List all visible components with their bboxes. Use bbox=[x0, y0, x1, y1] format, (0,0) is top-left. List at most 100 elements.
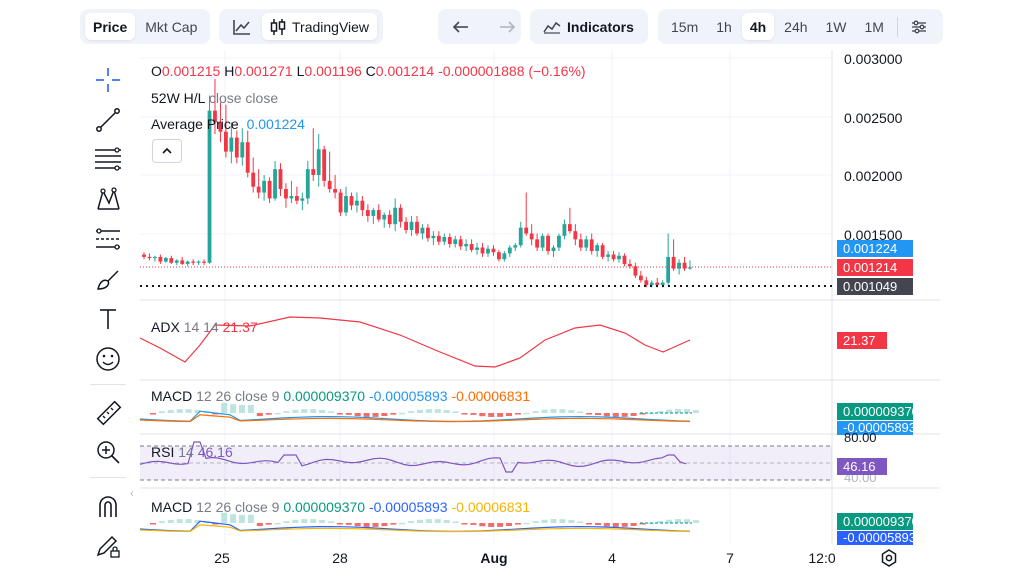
macd-histogram-bar bbox=[425, 409, 432, 413]
macd-histogram-bar-2 bbox=[185, 519, 192, 523]
candle-body bbox=[355, 200, 359, 206]
macd-histogram-bar-2 bbox=[399, 522, 406, 525]
macd-histogram-bar-2 bbox=[328, 521, 334, 523]
timeframe-1h[interactable]: 1h bbox=[716, 18, 732, 35]
macd2-params: 12 26 close 9 bbox=[196, 499, 280, 515]
time-axis-label: 12:0 bbox=[808, 550, 836, 566]
magnet-icon bbox=[99, 496, 117, 517]
macd-histogram-bar-2 bbox=[506, 523, 512, 527]
candle-body bbox=[289, 196, 294, 199]
candle-body bbox=[316, 149, 321, 175]
candle-body bbox=[153, 256, 157, 259]
timeframe-15m[interactable]: 15m bbox=[671, 18, 699, 35]
candle-body bbox=[311, 169, 316, 175]
macd-histogram-bar-2 bbox=[532, 521, 539, 523]
macd-histogram-bar-2 bbox=[657, 521, 664, 523]
macd2-macd-tag: -0.00005893 bbox=[837, 531, 913, 545]
macd-histogram-bar-2 bbox=[301, 519, 308, 523]
settings-gear-button[interactable] bbox=[880, 549, 898, 572]
timeframe-1m[interactable]: 1M bbox=[864, 18, 884, 35]
macd-histogram-bar bbox=[372, 413, 379, 417]
macd-histogram-bar bbox=[461, 413, 468, 415]
indicators-button[interactable]: Indicators bbox=[535, 13, 642, 40]
redo-button[interactable] bbox=[489, 13, 525, 40]
time-axis-label: 7 bbox=[726, 550, 734, 566]
text-tool[interactable] bbox=[92, 303, 124, 335]
toolbar-divider bbox=[90, 477, 126, 478]
candle-body bbox=[218, 122, 223, 132]
candle-body bbox=[655, 282, 660, 285]
crosshair-tool[interactable] bbox=[92, 64, 124, 96]
macd-histogram-bar-2 bbox=[595, 523, 601, 525]
line-chart-button[interactable] bbox=[224, 13, 260, 40]
trendline-icon bbox=[96, 108, 120, 132]
candle-body bbox=[666, 256, 671, 283]
candle-body bbox=[202, 261, 206, 263]
candle-body bbox=[382, 214, 387, 220]
pattern-tool[interactable] bbox=[92, 183, 124, 215]
timeframe-1w[interactable]: 1W bbox=[825, 18, 847, 35]
macd-histogram-bar-2 bbox=[372, 523, 379, 527]
macd-histogram-bar-2 bbox=[167, 519, 174, 523]
macd-histogram-bar-2 bbox=[452, 521, 459, 523]
timeframe-4h[interactable]: 4h bbox=[741, 13, 775, 40]
lock-drawings-tool[interactable] bbox=[92, 531, 124, 563]
candle-body bbox=[600, 245, 605, 257]
macd-histogram-bar bbox=[283, 411, 290, 413]
macd-histogram-bar-2 bbox=[345, 523, 352, 525]
macd-histogram-bar-2 bbox=[479, 523, 486, 527]
candle-body bbox=[174, 260, 179, 263]
open-key: O bbox=[151, 63, 162, 79]
macd1-macd-tag: -0.00005893 bbox=[837, 421, 913, 435]
macd-histogram-bar-2 bbox=[559, 519, 566, 523]
hl52-params: close close bbox=[208, 90, 279, 106]
zoom-in-tool[interactable] bbox=[92, 436, 124, 468]
macd-histogram-bar bbox=[247, 404, 254, 413]
smiley-icon bbox=[96, 347, 120, 371]
macd-histogram-bar-2 bbox=[612, 523, 619, 527]
timeframe-24h[interactable]: 24h bbox=[784, 18, 808, 35]
candle-body bbox=[638, 275, 643, 281]
macd-histogram-bar bbox=[497, 413, 504, 417]
macd-histogram-bar bbox=[684, 409, 690, 413]
collapse-legend-button[interactable] bbox=[152, 139, 182, 163]
line-chart-icon bbox=[233, 19, 250, 35]
mktcap-tab[interactable]: Mkt Cap bbox=[145, 18, 198, 35]
candle-body bbox=[213, 110, 217, 123]
signal-line bbox=[139, 414, 691, 423]
collapse-toolbar-icon[interactable]: ‹ bbox=[130, 488, 134, 500]
emoji-tool[interactable] bbox=[92, 343, 124, 375]
undo-button[interactable] bbox=[443, 13, 479, 40]
magnet-tool[interactable] bbox=[92, 491, 124, 523]
candle-body bbox=[376, 210, 381, 220]
candle-body bbox=[595, 245, 600, 252]
candle-body bbox=[589, 239, 594, 252]
brush-tool[interactable] bbox=[92, 263, 124, 295]
fib-retracement-tool[interactable] bbox=[92, 143, 124, 175]
time-axis-label: 25 bbox=[214, 550, 230, 566]
adx-value: 21.37 bbox=[222, 319, 258, 335]
candle-body bbox=[688, 267, 692, 269]
chart-settings-button[interactable] bbox=[903, 13, 935, 40]
price-tab[interactable]: Price bbox=[85, 13, 136, 40]
macd-histogram-bar bbox=[666, 409, 673, 413]
macd-histogram-bar-2 bbox=[256, 523, 263, 527]
tradingview-button[interactable]: TradingView bbox=[262, 13, 378, 40]
candle-body bbox=[322, 149, 327, 181]
prediction-tool[interactable] bbox=[92, 223, 124, 255]
candle-body bbox=[617, 255, 621, 260]
candle-body bbox=[606, 254, 611, 257]
timeframe-group: 15m 1h 4h 24h 1W 1M bbox=[658, 9, 943, 44]
macd-histogram-bar bbox=[559, 409, 566, 413]
ruler-tool[interactable] bbox=[92, 397, 124, 429]
avg-price-tag: 0.001224 bbox=[837, 240, 913, 257]
candle-body bbox=[267, 180, 272, 199]
candle-body bbox=[502, 253, 507, 260]
trendline-tool[interactable] bbox=[92, 104, 124, 136]
macd-histogram-bar bbox=[675, 409, 682, 413]
arrow-left-icon bbox=[452, 20, 468, 33]
macd-histogram-bar-2 bbox=[443, 519, 450, 523]
macd-histogram-bar-2 bbox=[354, 523, 361, 527]
macd-histogram-bar-2 bbox=[363, 523, 370, 527]
